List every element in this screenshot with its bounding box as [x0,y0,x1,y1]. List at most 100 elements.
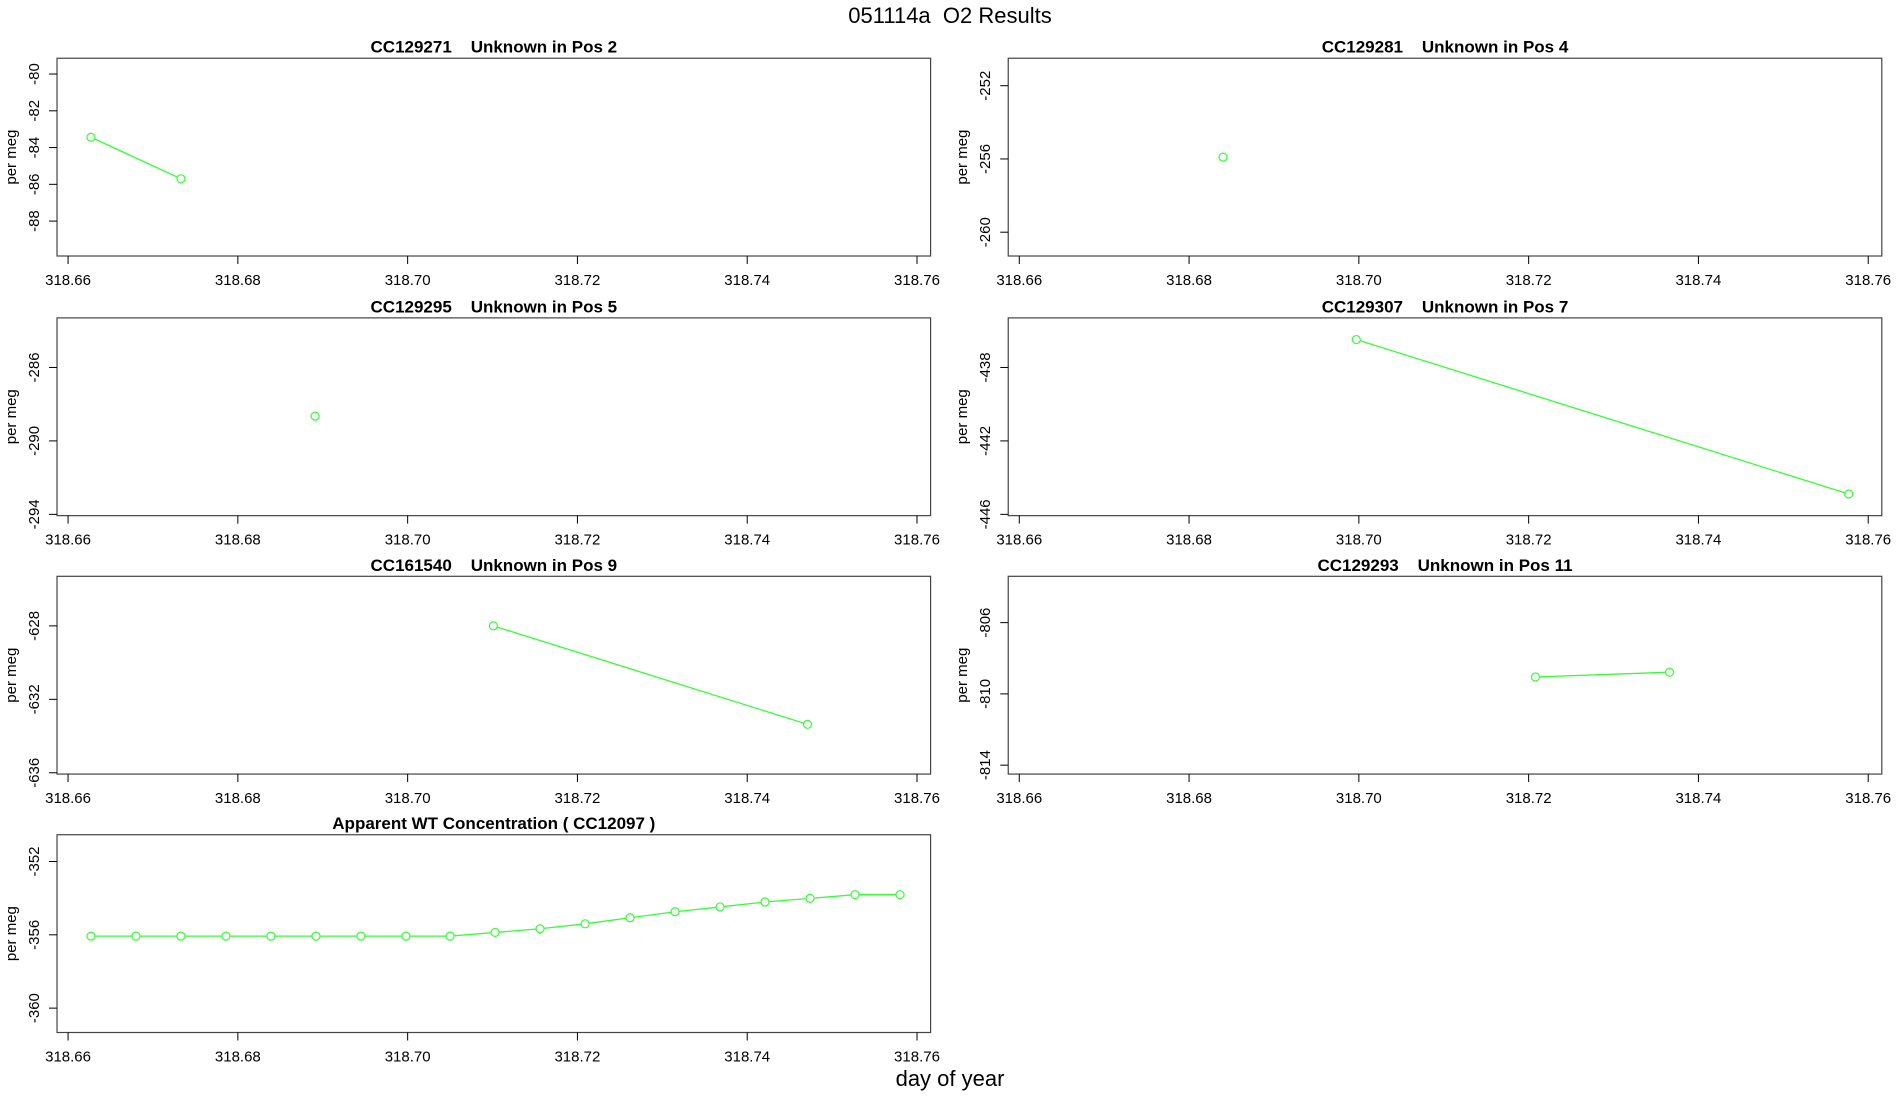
data-point [266,931,276,941]
plot-frame [1007,57,1883,257]
x-tick-label: 318.66 [45,790,91,807]
y-tick-label: -356 [26,920,43,950]
plot-frame [1007,575,1883,775]
data-point [221,931,231,941]
panel-title: CC129281 Unknown in Pos 4 [1322,38,1569,57]
data-point [176,174,186,184]
panel-title: CC129271 Unknown in Pos 2 [371,38,618,57]
x-tick-label: 318.76 [894,790,940,807]
data-point [86,931,96,941]
y-tick-label: -82 [26,100,43,122]
plot-frame [56,575,932,775]
x-tick-label: 318.72 [554,1048,600,1065]
data-point [131,931,141,941]
x-tick-label: 318.70 [1336,272,1382,289]
x-tick-label: 318.72 [1506,272,1552,289]
y-tick-label: -806 [977,608,994,638]
y-axis-label: per meg [3,648,20,703]
y-tick-label: -810 [977,679,994,709]
x-tick-label: 318.68 [215,790,261,807]
data-point [176,931,186,941]
y-tick-label: -628 [26,611,43,641]
y-axis-label: per meg [3,130,20,185]
x-tick-label: 318.74 [1675,790,1721,807]
x-tick-label: 318.68 [1166,272,1212,289]
x-tick-label: 318.72 [1506,790,1552,807]
data-point [311,931,321,941]
data-point [1351,334,1361,345]
x-tick-label: 318.68 [215,272,261,289]
y-tick-label: -290 [26,426,43,456]
x-tick-label: 318.76 [1845,790,1891,807]
plot-frame [56,834,932,1034]
y-axis-label: per meg [3,389,20,444]
x-tick-label: 318.66 [996,272,1042,289]
y-tick-label: -814 [977,750,994,780]
y-tick-label: -260 [977,217,994,247]
x-tick-label: 318.70 [1336,790,1382,807]
series-line [90,136,182,180]
data-point [760,897,770,907]
y-tick-label: -86 [26,173,43,195]
data-point [356,931,366,941]
y-tick-label: -438 [977,352,994,382]
x-tick-label: 318.74 [724,272,770,289]
x-tick-label: 318.76 [894,532,940,549]
y-tick-label: -84 [26,137,43,159]
data-point [1218,152,1228,162]
y-axis-label: per meg [954,389,971,444]
x-tick-label: 318.66 [45,532,91,549]
x-tick-label: 318.74 [1675,272,1721,289]
x-axis-label: day of year [896,1066,1005,1091]
data-point [715,902,725,912]
data-point [488,621,498,631]
data-point [670,907,680,917]
data-point [850,890,860,900]
data-point [1530,672,1541,682]
x-tick-label: 318.74 [1675,532,1721,549]
series-line [1535,671,1670,678]
x-tick-label: 318.68 [215,532,261,549]
x-tick-label: 318.66 [45,272,91,289]
plot-frame [1007,317,1883,517]
data-point [490,927,500,938]
x-tick-label: 318.76 [1845,272,1891,289]
x-tick-label: 318.70 [385,1048,431,1065]
x-tick-label: 318.72 [554,532,600,549]
data-point [805,893,815,903]
x-tick-label: 318.74 [724,790,770,807]
x-tick-label: 318.76 [894,272,940,289]
y-tick-label: -360 [26,993,43,1023]
x-tick-label: 318.66 [996,790,1042,807]
panel-title: CC129295 Unknown in Pos 5 [371,297,618,316]
x-tick-label: 318.68 [1166,532,1212,549]
data-point [445,931,455,941]
y-tick-label: -286 [26,352,43,382]
plot-frame [56,317,932,517]
data-point [86,132,96,142]
panel-title: CC161540 Unknown in Pos 9 [371,556,618,575]
x-tick-label: 318.72 [554,272,600,289]
y-tick-label: -294 [26,499,43,529]
x-tick-label: 318.74 [724,532,770,549]
y-tick-label: -88 [26,210,43,232]
data-point [895,890,905,900]
y-axis-label: per meg [954,130,971,185]
x-tick-label: 318.74 [724,1048,770,1065]
x-tick-label: 318.76 [1845,532,1891,549]
y-tick-label: -446 [977,499,994,529]
x-tick-label: 318.76 [894,1048,940,1065]
x-tick-label: 318.70 [385,272,431,289]
panel-title: CC129293 Unknown in Pos 11 [1317,556,1572,575]
y-tick-label: -352 [26,846,43,876]
data-point [802,719,813,729]
x-tick-label: 318.72 [1506,532,1552,549]
y-tick-label: -632 [26,684,43,714]
x-tick-label: 318.66 [45,1048,91,1065]
data-point [580,919,590,929]
data-point [535,924,545,934]
series-line [1356,338,1849,495]
data-point [1664,667,1675,677]
x-tick-label: 318.70 [385,790,431,807]
y-tick-label: -636 [26,758,43,788]
